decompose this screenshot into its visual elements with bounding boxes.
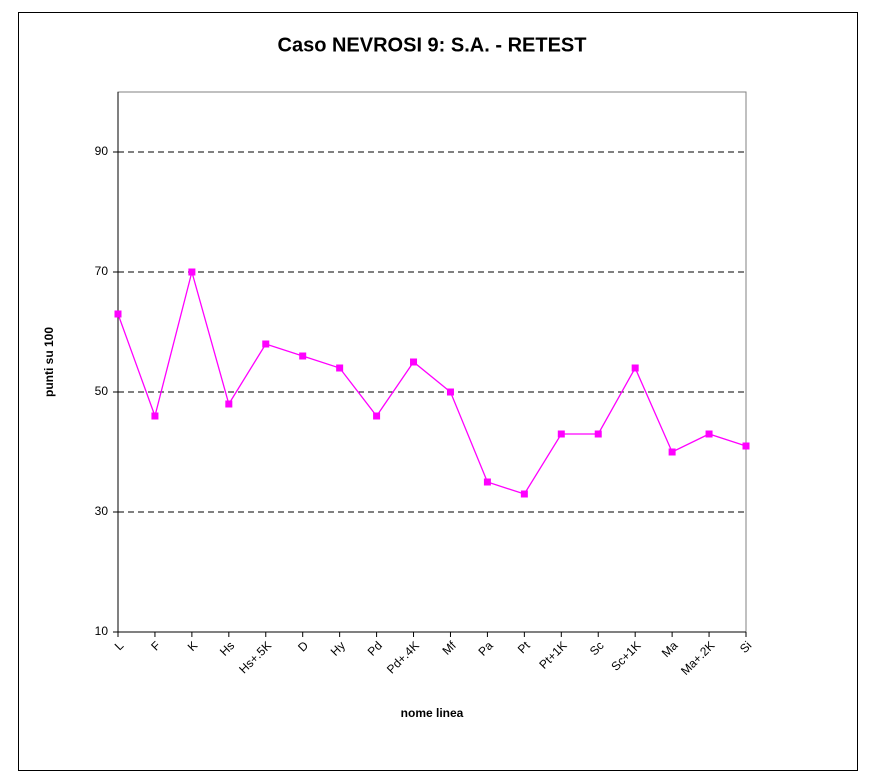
data-point bbox=[483, 478, 491, 486]
y-tick-label: 50 bbox=[95, 384, 109, 398]
y-tick-label: 30 bbox=[95, 504, 109, 518]
data-point bbox=[446, 388, 454, 396]
y-tick-label: 90 bbox=[95, 144, 109, 158]
data-point bbox=[336, 364, 344, 372]
y-tick-label: 10 bbox=[95, 624, 109, 638]
data-point bbox=[410, 358, 418, 366]
data-point bbox=[668, 448, 676, 456]
series-line bbox=[117, 269, 747, 495]
data-point bbox=[114, 310, 122, 318]
data-point bbox=[742, 442, 750, 450]
data-point bbox=[225, 400, 233, 408]
data-point bbox=[262, 340, 270, 348]
x-axis-label: nome linea bbox=[401, 706, 464, 720]
data-point bbox=[520, 490, 528, 498]
data-point bbox=[631, 364, 639, 372]
data-point bbox=[557, 430, 565, 438]
y-tick-label: 70 bbox=[95, 264, 109, 278]
data-point bbox=[188, 268, 196, 276]
data-point bbox=[705, 430, 713, 438]
data-point bbox=[594, 430, 602, 438]
y-axis-label: punti su 100 bbox=[42, 327, 56, 397]
data-point bbox=[151, 412, 159, 420]
chart-title: Caso NEVROSI 9: S.A. - RETEST bbox=[278, 34, 587, 56]
data-point bbox=[373, 412, 381, 420]
data-point bbox=[299, 352, 307, 360]
